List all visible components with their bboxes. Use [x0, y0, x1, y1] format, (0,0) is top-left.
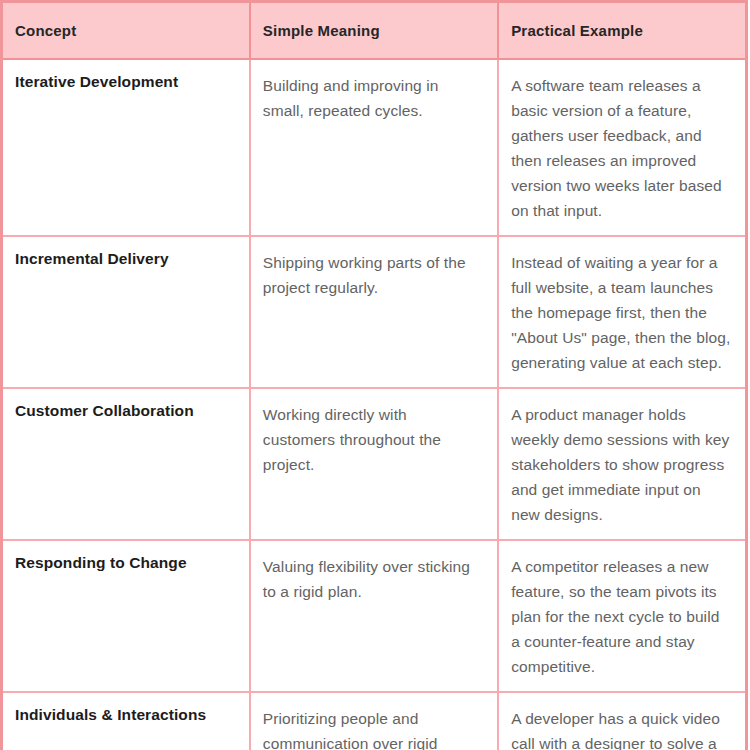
table-body: Iterative Development Building and impro…: [2, 59, 747, 750]
example-cell: A competitor releases a new feature, so …: [498, 540, 746, 692]
example-cell: A software team releases a basic version…: [498, 59, 746, 236]
table-row: Iterative Development Building and impro…: [2, 59, 747, 236]
meaning-cell: Working directly with customers througho…: [250, 388, 498, 540]
concept-cell: Responding to Change: [2, 540, 250, 692]
column-header-practical-example: Practical Example: [498, 2, 746, 59]
meaning-cell: Building and improving in small, repeate…: [250, 59, 498, 236]
meaning-cell: Valuing flexibility over sticking to a r…: [250, 540, 498, 692]
column-header-simple-meaning: Simple Meaning: [250, 2, 498, 59]
header-row: Concept Simple Meaning Practical Example: [2, 2, 747, 59]
table-row: Responding to Change Valuing flexibility…: [2, 540, 747, 692]
meaning-cell: Prioritizing people and communication ov…: [250, 692, 498, 750]
meaning-cell: Shipping working parts of the project re…: [250, 236, 498, 388]
concept-cell: Individuals & Interactions: [2, 692, 250, 750]
example-cell: A product manager holds weekly demo sess…: [498, 388, 746, 540]
example-cell: A developer has a quick video call with …: [498, 692, 746, 750]
table-row: Individuals & Interactions Prioritizing …: [2, 692, 747, 750]
table-header: Concept Simple Meaning Practical Example: [2, 2, 747, 59]
agile-concepts-table: Concept Simple Meaning Practical Example…: [0, 0, 748, 750]
table-row: Customer Collaboration Working directly …: [2, 388, 747, 540]
example-cell: Instead of waiting a year for a full web…: [498, 236, 746, 388]
concept-cell: Customer Collaboration: [2, 388, 250, 540]
concept-cell: Incremental Delivery: [2, 236, 250, 388]
concepts-table-container: Concept Simple Meaning Practical Example…: [0, 0, 748, 747]
concept-cell: Iterative Development: [2, 59, 250, 236]
table-row: Incremental Delivery Shipping working pa…: [2, 236, 747, 388]
column-header-concept: Concept: [2, 2, 250, 59]
